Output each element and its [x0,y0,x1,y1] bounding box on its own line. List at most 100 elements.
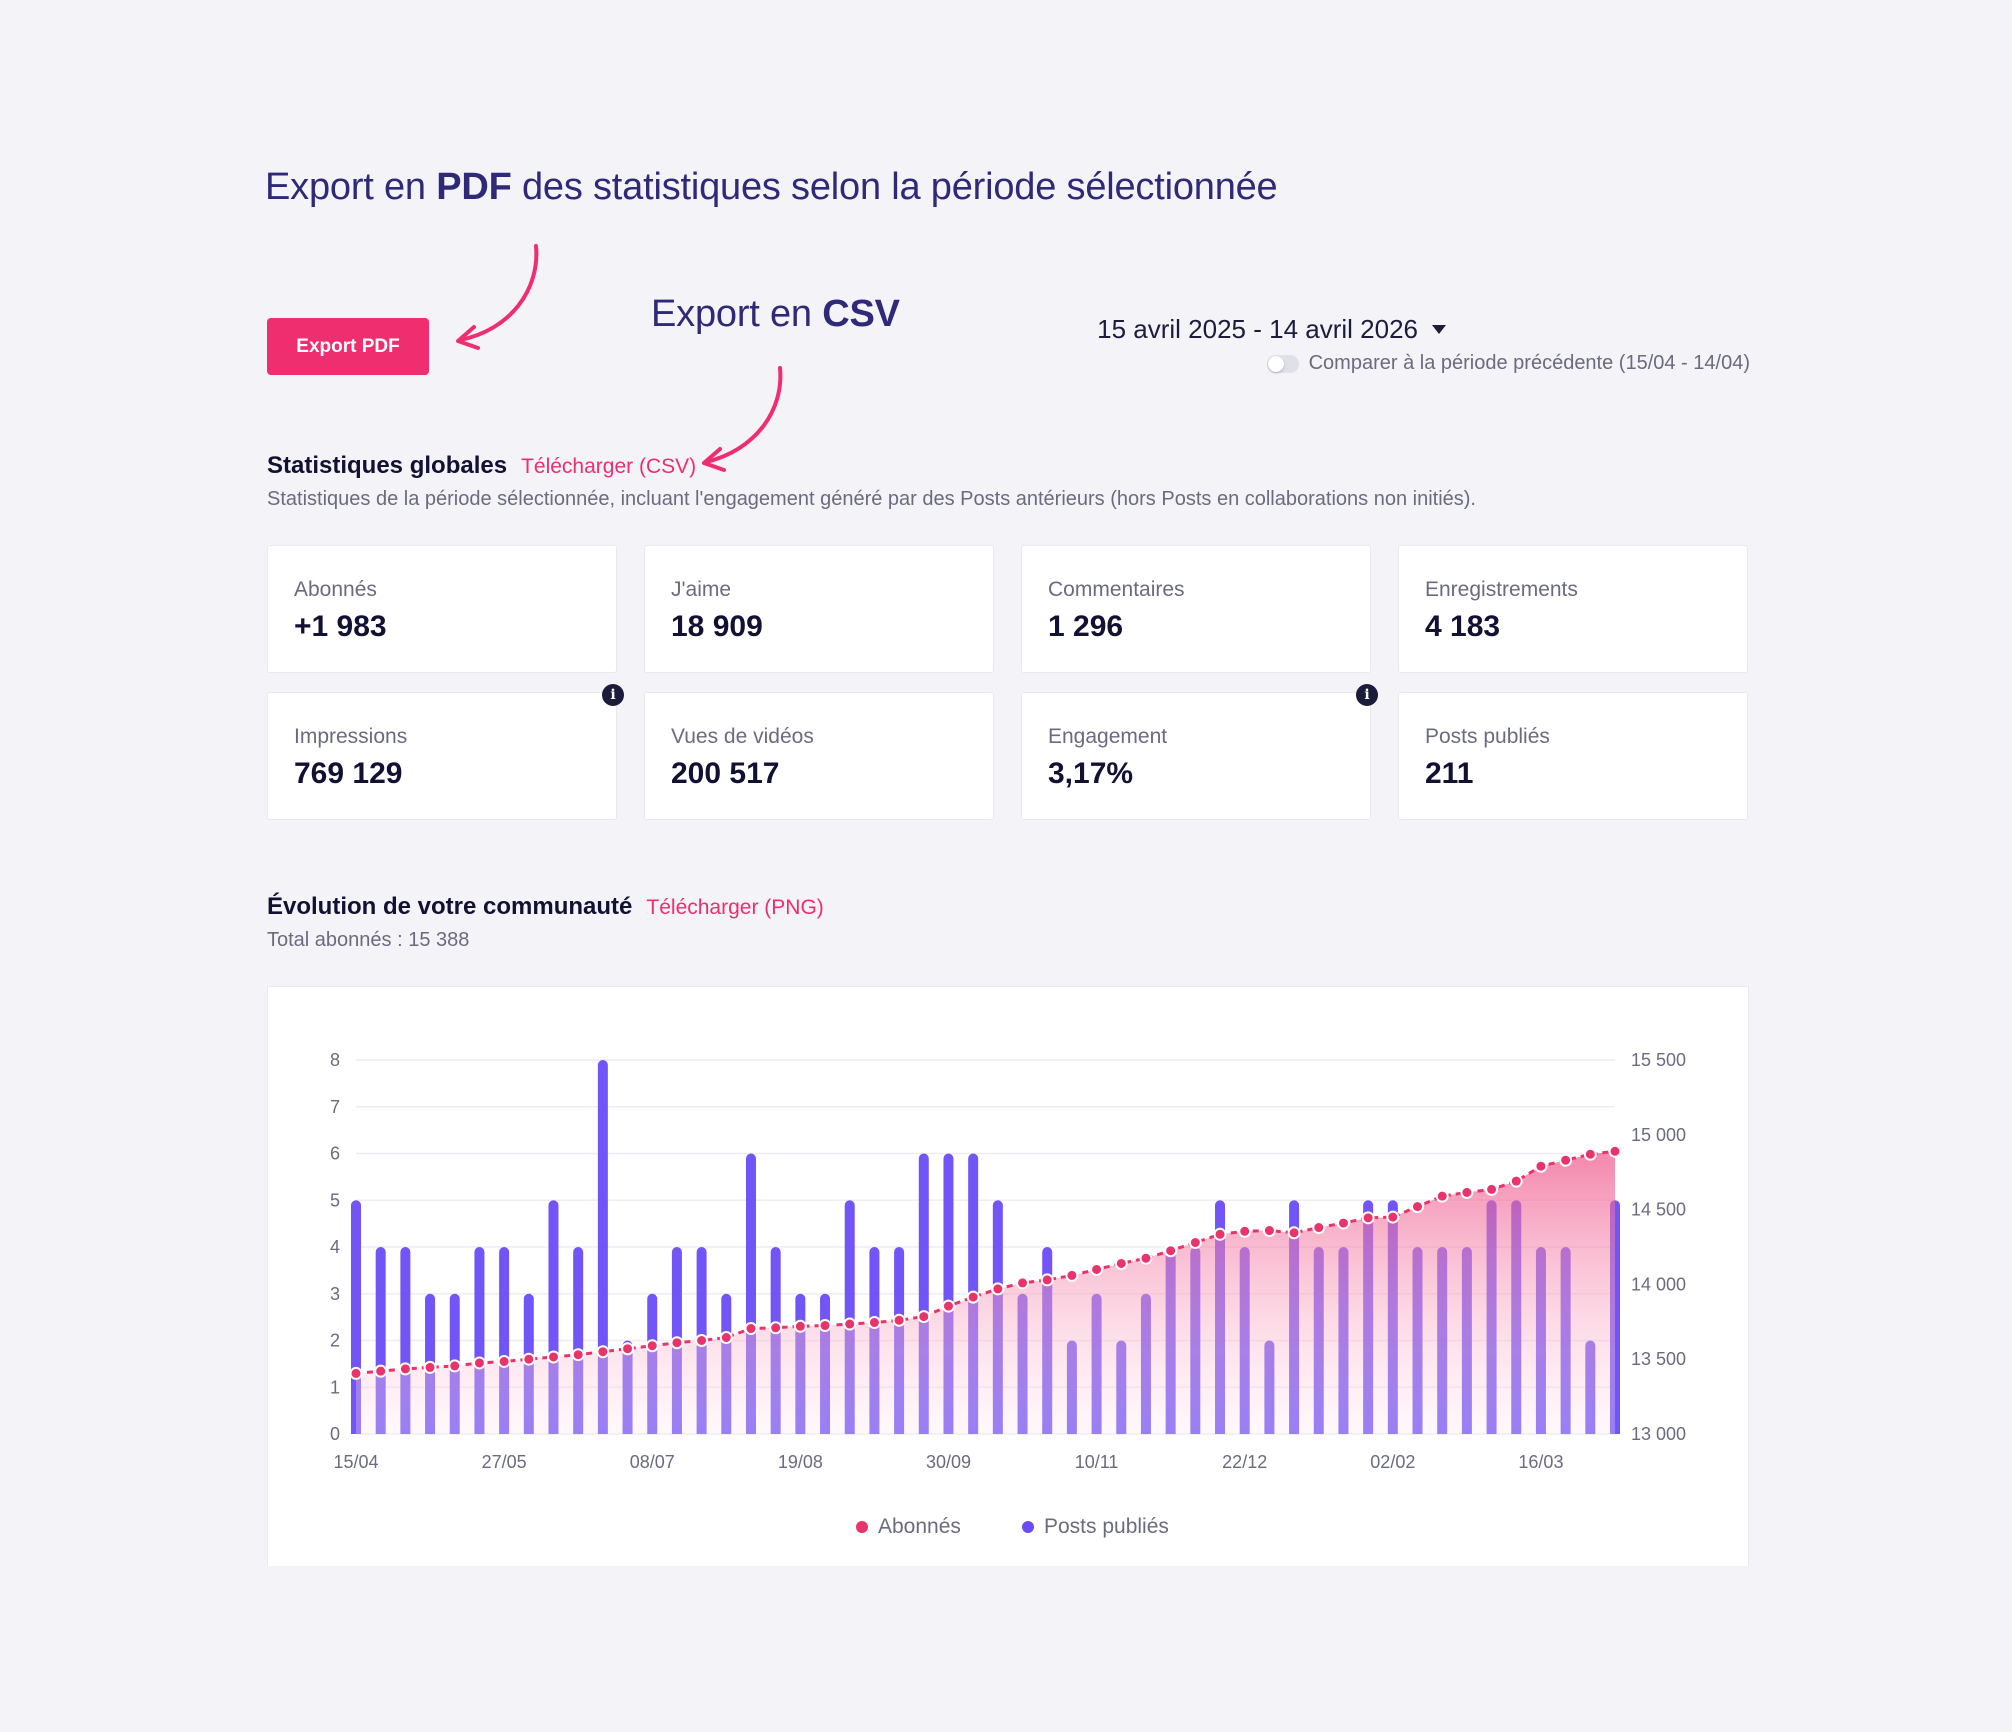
export-pdf-button[interactable]: Export PDF [267,318,429,375]
point-abonnes [917,1310,931,1324]
community-title: Évolution de votre communauté [267,893,633,920]
point-abonnes [1534,1159,1548,1173]
stat-card-label: Posts publiés [1425,725,1550,748]
x-tick-label: 30/09 [926,1452,971,1472]
stat-card-label: Commentaires [1048,578,1185,601]
point-abonnes [596,1345,610,1359]
stat-card-label: Enregistrements [1425,578,1578,601]
x-tick-label: 02/02 [1370,1452,1415,1472]
y-right-tick-label: 15 000 [1631,1125,1686,1145]
y-left-tick-label: 7 [330,1097,340,1117]
stat-card-label: Vues de vidéos [671,725,814,748]
point-abonnes [1090,1262,1104,1276]
legend-item-abonnes[interactable]: Abonnés [856,1515,961,1539]
stat-card-value: 3,17% [1048,757,1134,790]
point-abonnes [843,1317,857,1331]
date-range-selector[interactable]: 15 avril 2025 - 14 avril 2026 [1097,314,1446,345]
point-abonnes [744,1322,758,1336]
y-left-tick-label: 5 [330,1190,340,1210]
stat-card-label: Engagement [1048,725,1168,748]
point-abonnes [1336,1216,1350,1230]
y-right-tick-label: 14 000 [1631,1274,1686,1294]
info-icon[interactable]: i [1356,684,1378,706]
stat-card-label: J'aime [671,578,732,601]
stat-card-value: 200 517 [671,757,780,790]
annotation-csv-text: Export en [651,293,823,335]
point-abonnes [1262,1224,1276,1238]
download-png-link[interactable]: Télécharger (PNG) [646,896,824,919]
stat-card-vues-videos: Vues de vidéos 200 517 [644,692,994,820]
annotation-csv-bold: CSV [822,293,900,335]
y-left-tick-label: 6 [330,1144,340,1164]
annotation-pdf-text-end: des statistiques selon la période sélect… [511,166,1278,208]
point-abonnes [1114,1256,1128,1270]
global-stats-description: Statistiques de la période sélectionnée,… [267,488,1476,510]
y-left-tick-label: 2 [330,1331,340,1351]
y-right-tick-label: 13 500 [1631,1349,1686,1369]
x-tick-label: 15/04 [333,1452,378,1472]
community-chart: 0 1 2 3 4 5 6 7 8 13 000 13 500 14 000 14 500 15 000 1… [267,986,1749,1566]
global-stats-header: Statistiques globales Télécharger (CSV) [267,452,696,480]
point-abonnes [1016,1276,1030,1290]
point-abonnes [1460,1185,1474,1199]
stat-card-impressions: Impressions 769 129 [267,692,617,820]
point-abonnes [1287,1226,1301,1240]
legend-dot-posts [1022,1521,1034,1533]
point-abonnes [1435,1189,1449,1203]
point-abonnes [966,1290,980,1304]
x-tick-label: 08/07 [630,1452,675,1472]
stat-card-label: Impressions [294,725,408,748]
point-abonnes [621,1342,635,1356]
point-abonnes [423,1360,437,1374]
line-abonnes [355,1149,1616,1375]
point-abonnes [1583,1147,1597,1161]
community-chart-svg: 0 1 2 3 4 5 6 7 8 13 000 13 500 14 000 14 500 15 000 1… [330,1050,1686,1472]
bar-posts-publies [597,1060,608,1434]
point-abonnes [645,1339,659,1353]
x-tick-label: 22/12 [1222,1452,1267,1472]
point-abonnes [793,1319,807,1333]
annotation-pdf: Export en PDF des statistiques selon la … [265,166,1278,209]
stat-card-label: Abonnés [294,578,377,601]
annotation-pdf-text: Export en [265,166,437,208]
stat-card-posts-publies: Posts publiés 211 [1398,692,1748,820]
total-followers: Total abonnés : 15 388 [267,929,470,951]
stat-card-abonnes: Abonnés +1 983 [267,545,617,673]
point-abonnes [1559,1153,1573,1167]
point-abonnes [1386,1210,1400,1224]
point-abonnes [1361,1211,1375,1225]
y-left-tick-label: 1 [330,1377,340,1397]
x-tick-label: 10/11 [1075,1452,1119,1472]
point-abonnes [448,1359,462,1373]
point-abonnes [1485,1182,1499,1196]
date-range-label: 15 avril 2025 - 14 avril 2026 [1097,314,1418,344]
community-header: Évolution de votre communauté Télécharge… [267,893,824,921]
legend-dot-abonnes [856,1521,868,1533]
compare-label: Comparer à la période précédente (15/04 … [1308,352,1750,374]
point-abonnes [522,1352,536,1366]
point-abonnes [1139,1251,1153,1265]
point-abonnes [1238,1224,1252,1238]
stat-card-engagement: Engagement 3,17% [1021,692,1371,820]
stat-card-value: 1 296 [1048,610,1124,643]
point-abonnes [1040,1273,1054,1287]
stat-card-enregistrements: Enregistrements 4 183 [1398,545,1748,673]
point-abonnes [941,1299,955,1313]
x-tick-label: 19/08 [778,1452,823,1472]
stat-card-value: 769 129 [294,757,403,790]
point-abonnes [1509,1174,1523,1188]
download-csv-link[interactable]: Télécharger (CSV) [521,455,697,478]
area-abonnes [356,1151,1615,1434]
compare-toggle[interactable] [1266,354,1299,373]
info-icon[interactable]: i [602,684,624,706]
point-abonnes [867,1316,881,1330]
stat-card-value: 4 183 [1425,610,1501,643]
point-abonnes [1164,1244,1178,1258]
point-abonnes [818,1319,832,1333]
global-stats-title: Statistiques globales [267,452,508,479]
point-abonnes [769,1321,783,1335]
annotation-csv: Export en CSV [651,293,900,336]
y-left-tick-label: 0 [330,1424,340,1444]
point-abonnes [349,1366,363,1380]
legend-item-posts[interactable]: Posts publiés [1022,1515,1169,1539]
